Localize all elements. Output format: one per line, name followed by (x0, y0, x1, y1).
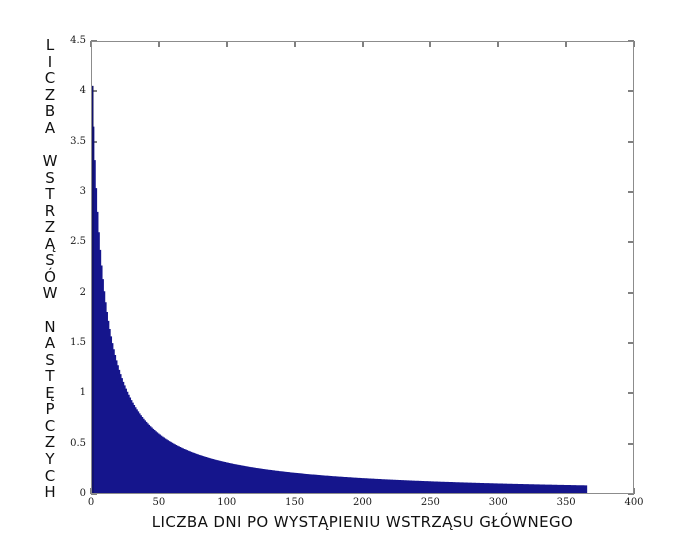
x-tick-label: 200 (352, 497, 373, 508)
y-tick-label: 0.5 (70, 437, 86, 449)
y-axis-label-letter: A (44, 334, 56, 353)
y-tick-label: 4.5 (70, 35, 86, 46)
y-axis-label-letter: Ó (44, 267, 56, 286)
y-axis-label-letter: C (44, 416, 56, 435)
y-axis-label-letter: C (44, 466, 56, 485)
x-axis-label: LICZBA DNI PO WYSTĄPIENIU WSTRZĄSU GŁÓWN… (151, 513, 574, 531)
y-axis-label-letter: L (45, 36, 55, 55)
y-tick-label: 4 (79, 85, 86, 97)
axes-box (91, 41, 634, 494)
y-axis-label-letter: W (42, 152, 58, 171)
y-axis-label-letter: S (45, 251, 55, 270)
x-tick-label: 100 (217, 497, 237, 508)
y-axis-label-letter: Z (44, 433, 56, 452)
y-axis-label-letter: S (45, 350, 55, 369)
y-tick-label: 2 (79, 286, 86, 298)
x-tick-label: 0 (87, 497, 95, 508)
y-axis-label-letter: Ę (45, 383, 55, 402)
y-axis-label-letter: P (45, 400, 55, 419)
y-axis-label-letter: Y (45, 449, 55, 468)
plot-svg (90, 40, 635, 495)
y-axis-label-letter: W (42, 284, 58, 303)
y-tick-label: 3.5 (70, 135, 86, 147)
x-tick-label: 300 (488, 497, 508, 508)
y-tick-label: 2.5 (70, 236, 86, 248)
x-tick-label: 250 (420, 497, 440, 508)
y-axis-label-letter: C (44, 69, 56, 88)
y-tick-label: 1 (79, 387, 86, 399)
y-axis-label-letter: T (45, 185, 55, 204)
y-axis-label-letter (34, 302, 66, 319)
x-tick-label: 50 (152, 497, 166, 508)
y-axis-label-letter: Ą (44, 234, 56, 253)
y-axis-label-letter: Z (44, 85, 56, 104)
y-axis-label-letter: R (44, 201, 56, 220)
y-tick-label: 1.5 (70, 337, 86, 348)
y-axis-label-letter: N (44, 317, 56, 336)
x-tick-label: 400 (624, 497, 644, 508)
y-axis-label-letter: T (45, 367, 55, 386)
y-axis-label-letter: H (44, 483, 56, 502)
aftershock-frequency-area (91, 85, 588, 494)
y-tick-label: 0 (79, 488, 86, 499)
y-tick-label: 3 (79, 186, 86, 197)
x-tick-label: 350 (556, 497, 576, 508)
y-axis-label-letter: S (45, 168, 55, 187)
y-axis-label-letter: I (47, 52, 53, 71)
y-axis-label-letter: B (44, 102, 56, 121)
y-axis-label-letter: A (44, 119, 56, 138)
x-tick-label: 150 (285, 497, 305, 508)
y-axis-label-letter: Z (44, 218, 56, 237)
